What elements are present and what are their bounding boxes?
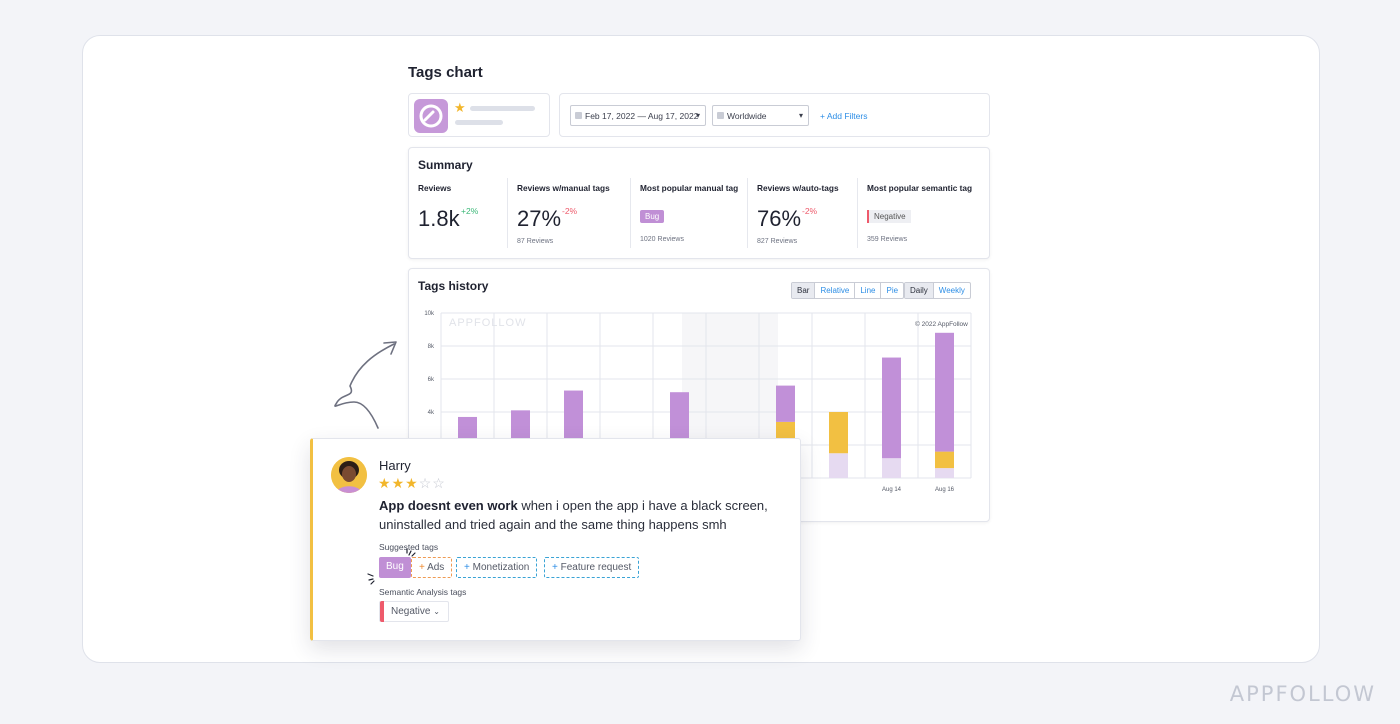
review-body: when i open the app i have a black scree…	[379, 498, 768, 532]
chart-type-relative[interactable]: Relative	[815, 283, 856, 298]
metric-label: Reviews w/auto-tags	[757, 183, 839, 193]
tags-history-title: Tags history	[418, 279, 489, 293]
review-text: App doesnt even work when i open the app…	[379, 496, 784, 534]
avatar	[331, 457, 367, 493]
semantic-tags-label: Semantic Analysis tags	[379, 587, 467, 597]
bar-lavender[interactable]	[935, 468, 954, 478]
summary-panel: Summary Reviews 1.8k +2% Reviews w/manua…	[408, 147, 990, 259]
metric-delta: +2%	[461, 206, 479, 216]
bar-purple[interactable]	[935, 332, 954, 452]
globe-icon	[717, 112, 724, 119]
tag-badge-negative: Negative	[867, 210, 911, 223]
plus-icon: +	[552, 562, 561, 573]
date-range-value: Feb 17, 2022 — Aug 17, 2022	[585, 111, 699, 121]
star-icon: ★	[454, 100, 466, 115]
suggested-tags-label: Suggested tags	[379, 542, 439, 552]
metric-sub: 87 Reviews	[517, 238, 554, 245]
y-tick-label: 6k	[428, 377, 435, 383]
metric-reviews: Reviews 1.8k +2%	[409, 178, 507, 248]
period-weekly[interactable]: Weekly	[938, 286, 965, 295]
bar-purple[interactable]	[776, 385, 795, 422]
plus-icon: +	[419, 562, 428, 573]
metric-auto-tags: Reviews w/auto-tags 76% -2% 827 Reviews	[747, 178, 857, 248]
bar-yellow[interactable]	[935, 451, 954, 469]
metric-value: 1.8k	[418, 206, 460, 231]
caret-down-icon: ▾	[695, 111, 700, 120]
filters-bar: Feb 17, 2022 — Aug 17, 2022 ▾ Worldwide …	[559, 93, 990, 137]
brand-watermark: APPFOLLOW	[1229, 682, 1376, 706]
plus-icon: +	[464, 562, 473, 573]
sparkle-icon	[367, 548, 416, 585]
region-value: Worldwide	[727, 111, 767, 121]
period-daily[interactable]: Daily	[905, 283, 934, 298]
review-card: Harry ★★★☆☆ App doesnt even work when i …	[310, 438, 801, 641]
metric-sub: 359 Reviews	[867, 236, 908, 243]
add-tag-ads[interactable]: + Ads	[411, 557, 453, 578]
review-rating: ★★★☆☆	[378, 475, 446, 492]
semantic-tag-value: Negative	[391, 606, 431, 617]
chart-watermark: APPFOLLOW	[449, 317, 526, 329]
metric-delta: -2%	[562, 206, 578, 216]
x-tick-label: Aug 16	[935, 487, 955, 493]
x-tick-label: Aug 14	[882, 487, 902, 493]
page-title: Tags chart	[408, 64, 483, 81]
app-logo-icon	[414, 99, 448, 133]
chart-type-pie[interactable]: Pie	[886, 286, 899, 295]
metric-popular-semantic: Most popular semantic tag Negative 359 R…	[857, 178, 989, 248]
calendar-icon	[575, 112, 582, 119]
metric-sub: 1020 Reviews	[640, 236, 684, 243]
tag-badge-bug: Bug	[640, 210, 665, 223]
bar-yellow[interactable]	[829, 412, 848, 454]
metric-value: 27%	[517, 206, 562, 231]
star-filled-icon: ★	[405, 475, 419, 491]
decorative-arrow-icon	[334, 341, 397, 429]
y-tick-label: 4k	[428, 410, 435, 416]
metric-label: Most popular manual tag	[640, 183, 739, 193]
metric-manual-tags: Reviews w/manual tags 27% -2% 87 Reviews	[507, 178, 630, 248]
metric-delta: -2%	[802, 206, 818, 216]
add-filters-link[interactable]: + Add Filters	[820, 111, 868, 121]
metric-value: 76%	[757, 206, 802, 231]
chart-type-line[interactable]: Line	[855, 283, 882, 298]
chart-type-bar[interactable]: Bar	[792, 283, 816, 298]
metric-label: Reviews	[418, 183, 452, 193]
add-tag-monetization[interactable]: + Monetization	[456, 557, 538, 578]
star-empty-icon: ☆	[418, 475, 433, 491]
chart-copyright: © 2022 AppFollow	[915, 320, 968, 328]
tag-chip-bug[interactable]: Bug	[379, 557, 411, 578]
review-author: Harry	[379, 458, 411, 473]
tag-label: Monetization	[472, 562, 530, 573]
chart-type-toggle: Bar Relative Line Pie	[791, 282, 905, 299]
summary-title: Summary	[418, 158, 473, 172]
metric-label: Reviews w/manual tags	[517, 183, 610, 193]
bar-lavender[interactable]	[829, 453, 848, 478]
bar-purple[interactable]	[882, 357, 901, 459]
y-tick-label: 10k	[424, 311, 435, 317]
star-filled-icon: ★	[391, 475, 406, 491]
add-tag-feature-request[interactable]: + Feature request	[544, 557, 640, 578]
app-publisher-placeholder	[455, 120, 503, 125]
tag-label: Ads	[427, 562, 445, 573]
metric-popular-manual: Most popular manual tag Bug 1020 Reviews	[630, 178, 747, 248]
region-select[interactable]: Worldwide ▾	[712, 105, 809, 126]
review-title: App doesnt even work	[379, 498, 518, 513]
semantic-tag-select[interactable]: Negative ⌄	[379, 601, 449, 622]
bar-lavender[interactable]	[882, 458, 901, 478]
app-name-placeholder	[470, 106, 535, 111]
metric-sub: 827 Reviews	[757, 238, 798, 245]
chevron-down-icon: ⌄	[433, 607, 440, 616]
tag-label: Feature request	[560, 562, 632, 573]
star-empty-icon: ☆	[432, 475, 446, 491]
date-range-select[interactable]: Feb 17, 2022 — Aug 17, 2022 ▾	[570, 105, 706, 126]
star-filled-icon: ★	[378, 475, 392, 491]
app-selector[interactable]: ★	[408, 93, 550, 137]
caret-down-icon: ▾	[798, 111, 803, 120]
metric-label: Most popular semantic tag	[867, 183, 973, 193]
period-toggle: Daily Weekly	[904, 282, 971, 299]
y-tick-label: 8k	[428, 344, 435, 350]
